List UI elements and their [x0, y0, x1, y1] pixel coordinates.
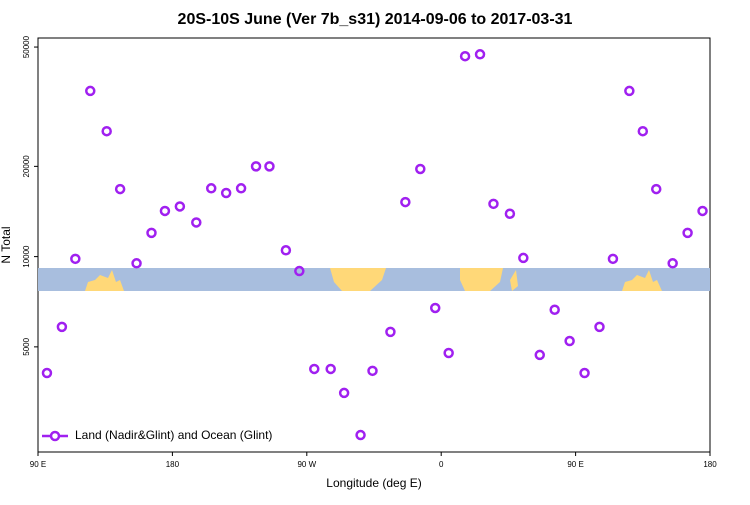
data-point [191, 217, 202, 228]
legend-marker [49, 430, 61, 442]
data-point [264, 161, 275, 172]
data-point [697, 205, 708, 217]
data-point [474, 49, 486, 60]
data-point [385, 326, 396, 338]
data-point [114, 183, 126, 195]
x-tick-label: 0 [439, 460, 444, 469]
plot-frame [37, 37, 711, 453]
y-tick-label: 10000 [22, 245, 31, 268]
data-point [637, 125, 649, 137]
data-point [429, 302, 441, 314]
data-point [101, 125, 112, 137]
land-patch [460, 268, 518, 291]
y-tick-label: 50000 [22, 35, 31, 58]
data-point [415, 163, 426, 175]
data-point [667, 258, 678, 269]
data-point [594, 321, 605, 333]
data-point [504, 208, 516, 219]
x-axis-label: Longitude (deg E) [326, 476, 421, 490]
data-point [250, 161, 262, 172]
data-point [309, 363, 320, 375]
data-point [294, 265, 305, 277]
land-patch [85, 270, 124, 291]
chart-title: 20S-10S June (Ver 7b_s31) 2014-09-06 to … [178, 11, 573, 28]
data-point [650, 183, 662, 195]
data-point [607, 253, 619, 265]
data-point [443, 347, 454, 359]
data-point [367, 365, 378, 377]
data-point [564, 335, 575, 347]
land-patch [622, 270, 662, 291]
data-point [488, 198, 499, 210]
y-axis-label: N Total [0, 226, 13, 263]
data-point [205, 183, 217, 194]
data-point [41, 367, 53, 379]
data-point [131, 258, 142, 269]
data-point [174, 201, 186, 212]
data-point [280, 245, 292, 256]
data-point [338, 387, 350, 399]
data-point [70, 253, 81, 265]
data-point [146, 227, 157, 239]
data-point [400, 196, 411, 208]
x-tick-label: 90 W [297, 460, 316, 469]
data-point [518, 252, 529, 264]
land-patch [330, 268, 386, 291]
x-tick-label: 180 [703, 460, 717, 469]
data-point [534, 349, 546, 361]
data-point [624, 85, 635, 97]
data-point [355, 429, 366, 441]
y-tick-label: 5000 [22, 337, 31, 355]
legend-label: Land (Nadir&Glint) and Ocean (Glint) [75, 428, 272, 442]
data-point [220, 187, 232, 199]
data-point [159, 205, 171, 217]
data-point [56, 321, 68, 333]
data-point [235, 183, 247, 194]
data-point [682, 227, 693, 239]
data-point [459, 50, 471, 62]
land-ocean-strip [38, 268, 710, 291]
y-tick-label: 20000 [22, 155, 31, 178]
data-point [549, 304, 560, 315]
x-tick-label: 90 E [567, 460, 583, 469]
data-point [579, 367, 590, 379]
data-point [325, 363, 336, 375]
data-point [85, 85, 96, 97]
x-tick-label: 180 [166, 460, 180, 469]
x-tick-label: 90 E [30, 460, 46, 469]
